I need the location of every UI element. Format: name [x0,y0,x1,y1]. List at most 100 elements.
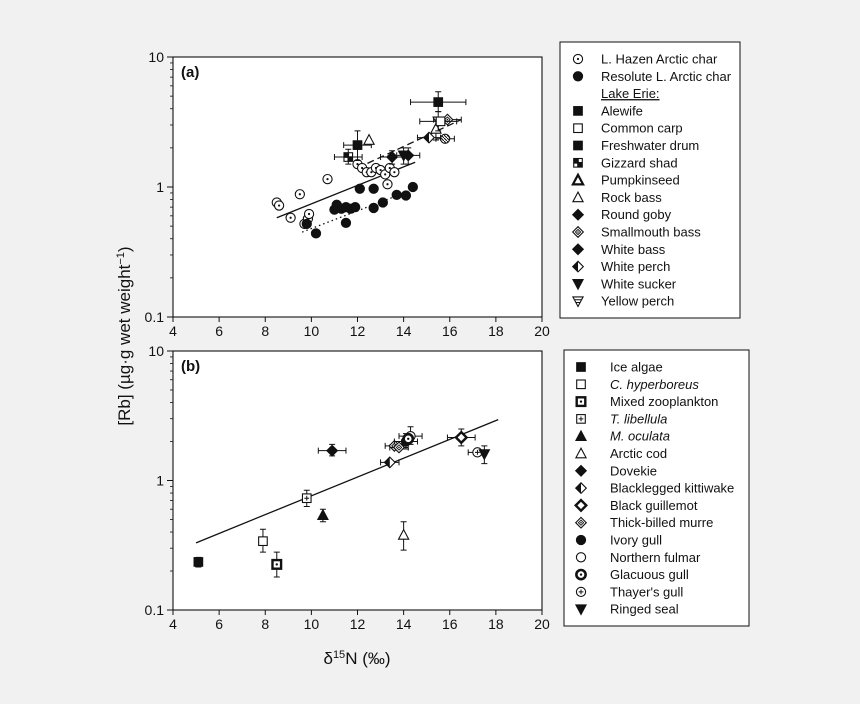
panel-b-legend-entry: Ringed seal [610,602,679,617]
panel-a-point-circle-filled [354,183,365,194]
panel-a-legend-marker-diamond-dot [571,225,585,239]
panel-b-y-tick-label: 1 [156,473,164,489]
panel-a-point-circle-dot [303,208,315,220]
panel-a-y-tick-label: 1 [156,179,164,195]
panel-a-x-tick-label: 10 [304,323,320,339]
panel-b-x-tick-label: 6 [215,616,223,632]
panel-a-x-tick-label: 16 [442,323,458,339]
panel-a-point-circle-dot [389,167,400,178]
panel-a-legend-marker-square-filled [573,140,583,151]
panel-a-legend-entry: Alewife [601,103,643,118]
panel-a-legend-marker-circle-dot [572,53,584,65]
panel-b-legend-marker-diamond-dot [574,516,588,529]
panel-a-legend-entry: Yellow perch [601,294,674,309]
panel-b-legend-entry: M. oculata [610,429,670,444]
panel-b-legend-marker-triangle-open [574,447,588,459]
panel-a-point-circle-filled [391,189,402,201]
panel-b-point-diamond-filled [326,444,339,457]
panel-b-legend-marker-circle-open [575,552,587,563]
panel-a-point-triangle-down-filled [397,150,410,162]
panel-b-x-tick-label: 18 [488,616,504,632]
panel-a-legend-entry: White perch [601,259,670,274]
panel-a-fit-line-dashed [357,119,462,169]
panel-a-point-circle-filled [368,183,379,194]
panel-b-legend-entry: T. libellula [610,411,667,426]
panel-a-point-circle-filled [350,201,361,213]
panel-b-legend-marker-circle-filled [575,534,587,546]
panel-a-legend-entry: L. Hazen Arctic char [601,52,718,67]
panel-a-y-tick-label: 10 [148,49,164,65]
panel-a-legend-marker-triangle-bold [571,172,585,186]
panel-a-legend-entry: White bass [601,242,666,257]
panel-a-x-tick-label: 14 [396,323,412,339]
panel-b-legend-marker-circle-plus [575,586,587,598]
panel-a-legend-entry: Smallmouth bass [601,225,701,240]
panel-a-legend-entry: Lake Erie: [601,86,660,101]
panel-b-panel-label: (b) [181,358,200,375]
panel-b-legend-entry: Northern fulmar [610,550,701,565]
panel-a-chart: 4 6 8 10 12 14 16 18 20 0.1 1 10 (a) L. Hazen Arctic … [145,41,741,339]
panel-b-legend-entry: C. hyperboreus [610,377,699,392]
panel-a-legend-entry: Common carp [601,121,683,136]
panel-b-legend-marker-square-dot [575,396,587,408]
panel-a-point-square-filled [433,97,444,107]
panel-a-legend-marker-square-hatched [573,157,583,168]
panel-a-point-circle-filled [368,202,379,214]
panel-b-point-circle-bold-dot [402,432,415,445]
panel-b-point-diamond-half [383,456,396,469]
panel-a-point-circle-hatched [439,133,451,144]
panel-b-legend-entry: Thayer's gull [610,584,683,599]
panel-b-point-diamond-dot [392,441,406,454]
panel-b-legend-entry: Dovekie [610,463,657,478]
panel-b-x-tick-label: 12 [350,616,366,632]
panel-a-x-tick-label: 20 [534,323,550,339]
panel-a-point-circle-filled [310,228,322,239]
panel-a-point-circle-filled [377,197,389,208]
panel-a-legend-entry: Pumpkinseed [601,173,680,188]
panel-a-legend-entry: Round goby [601,207,672,222]
panel-a-point-circle-filled [340,217,352,228]
panel-b-legend-marker-square-open [576,379,586,390]
panel-b-x-tick-label: 4 [169,616,177,632]
panel-b-legend-marker-diamond-filled [574,464,588,477]
panel-b-x-tick-label: 20 [534,616,550,632]
panel-b-legend-entry: Black guillemot [610,498,698,513]
panel-b-legend [563,349,750,627]
panel-b-x-tick-label: 10 [304,616,320,632]
panel-b-legend-entry: Glacuous gull [610,567,689,582]
panel-a-legend-marker-diamond-filled [571,208,585,221]
panel-b-legend-marker-diamond-half [574,482,588,495]
panel-b-y-tick-label: 10 [148,343,164,359]
panel-a-point-triangle-open [363,133,376,145]
panel-b-legend-marker-diamond-open-bold [574,498,588,513]
panel-b-legend-entry: Blacklegged kittiwake [610,481,734,496]
panel-a-legend-marker-diamond-filled [571,243,585,256]
panel-a-legend-marker-triangle-down-lined [571,296,585,308]
panel-b-point-triangle-open [397,528,410,540]
panel-b-legend-marker-circle-bold-dot [575,568,587,581]
panel-a-point-circle-filled [407,181,418,193]
panel-b-point-diamond-open-bold [454,430,469,445]
panel-b-legend-marker-square-plus [576,414,586,424]
panel-a-point-square-open [435,116,446,127]
x-axis-label: δ15N (‰) [323,649,390,668]
panel-a-point-square-hatched [343,152,354,162]
panel-b-point-triangle-filled [316,508,329,521]
panel-a-panel-label: (a) [181,64,199,81]
panel-b-plot-area [172,350,543,611]
panel-b-y-tick-label: 0.1 [145,602,165,618]
panel-a-point-circle-dot [322,173,333,185]
panel-a-x-tick-label: 6 [215,323,223,339]
panel-a-point-diamond-filled [386,150,399,164]
panel-a-legend-entry: Rock bass [601,190,662,205]
panel-a-x-tick-label: 18 [488,323,504,339]
panel-a-point-circle-filled [301,218,312,230]
panel-a-legend-entry: Resolute L. Arctic char [601,69,732,84]
panel-b-x-tick-label: 14 [396,616,412,632]
panel-a-legend-entry: Freshwater drum [601,138,699,153]
panel-a-legend-marker-triangle-open [571,190,585,203]
panel-b-legend-entry: Thick-billed murre [610,515,713,530]
panel-a-legend-marker-diamond-half [571,260,585,273]
panel-b-chart: 4 6 8 10 12 14 16 18 20 0.1 1 10 (b) Ice algae C. hype… [145,343,750,632]
panel-b-legend-marker-square-filled [576,362,586,372]
